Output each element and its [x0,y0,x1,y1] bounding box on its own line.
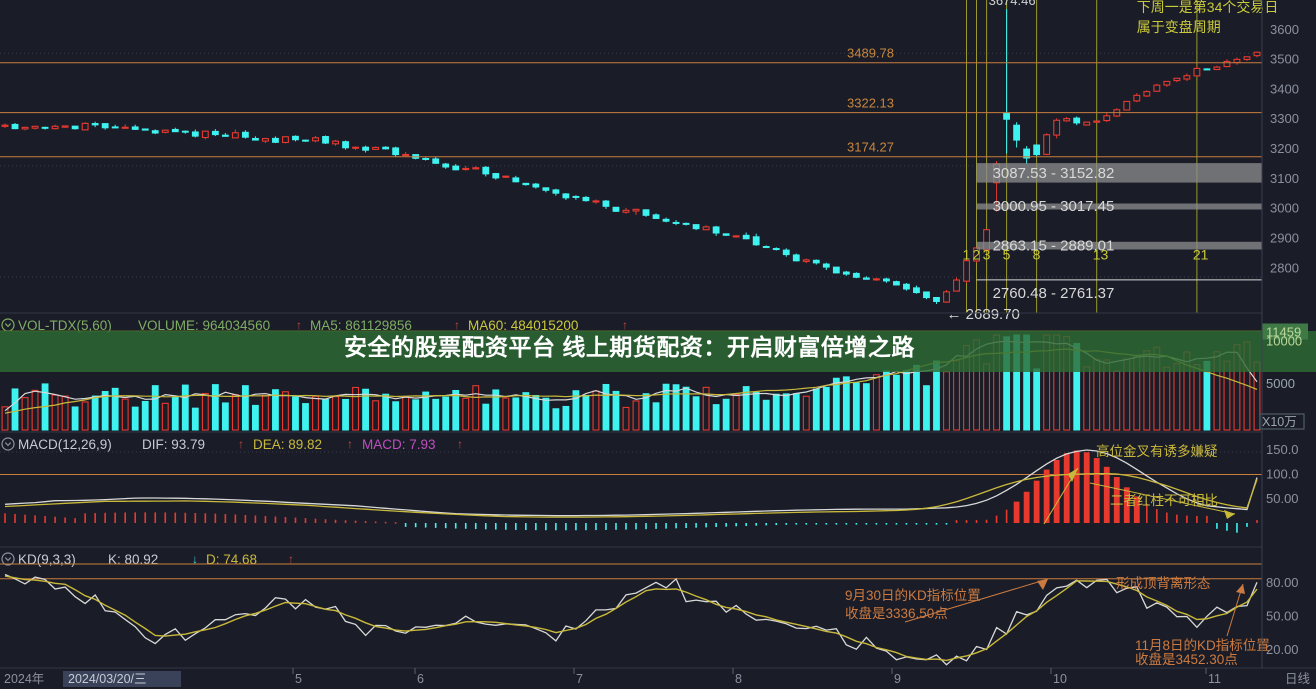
svg-text:6: 6 [417,672,424,686]
svg-text:50.00: 50.00 [1266,609,1299,624]
svg-text:150.0: 150.0 [1266,442,1299,457]
svg-text:3000: 3000 [1270,201,1299,216]
svg-text:KD(9,3,3): KD(9,3,3) [18,552,76,567]
svg-text:DIF: 93.79: DIF: 93.79 [142,437,205,452]
svg-text:收盘是3336.50点: 收盘是3336.50点 [845,605,948,621]
svg-text:8: 8 [735,672,742,686]
svg-text:↑: ↑ [454,318,460,332]
svg-text:下周一是第34个交易日: 下周一是第34个交易日 [1137,0,1279,15]
svg-text:收盘是3452.30点: 收盘是3452.30点 [1135,651,1238,667]
svg-text:形成顶背离形态: 形成顶背离形态 [1116,575,1211,591]
svg-text:↑: ↑ [622,318,628,332]
svg-text:D: 74.68: D: 74.68 [206,552,257,567]
svg-text:2: 2 [973,247,981,263]
svg-text:X10万: X10万 [1262,415,1297,429]
svg-text:MACD: 7.93: MACD: 7.93 [362,437,436,452]
svg-text:K: 80.92: K: 80.92 [108,552,158,567]
svg-text:属于变盘周期: 属于变盘周期 [1137,19,1221,35]
svg-text:二者红柱不可相比: 二者红柱不可相比 [1110,493,1218,508]
svg-text:↑: ↑ [347,437,353,451]
svg-text:80.00: 80.00 [1266,575,1299,590]
svg-text:DEA: 89.82: DEA: 89.82 [253,437,322,452]
svg-text:11: 11 [1208,672,1221,686]
svg-text:9月30日的KD指标位置: 9月30日的KD指标位置 [845,588,981,603]
svg-text:3200: 3200 [1270,141,1299,156]
svg-text:10: 10 [1053,672,1067,686]
svg-text:3400: 3400 [1270,81,1299,96]
svg-text:5000: 5000 [1266,376,1295,391]
svg-text:100.0: 100.0 [1266,467,1299,482]
svg-text:3489.78: 3489.78 [847,46,894,61]
svg-text:3300: 3300 [1270,111,1299,126]
svg-text:9: 9 [894,672,901,686]
svg-text:↑: ↑ [238,437,244,451]
svg-text:10000: 10000 [1266,334,1302,349]
svg-text:高位金叉有诱多嫌疑: 高位金叉有诱多嫌疑 [1096,443,1218,459]
svg-text:2760.48 - 2761.37: 2760.48 - 2761.37 [993,285,1115,302]
svg-text:MACD(12,26,9): MACD(12,26,9) [18,437,112,452]
svg-text:2024/03/20/三: 2024/03/20/三 [68,672,147,686]
svg-text:↑: ↑ [296,318,302,332]
svg-text:2900: 2900 [1270,231,1299,246]
svg-text:3100: 3100 [1270,171,1299,186]
svg-text:20.00: 20.00 [1266,642,1299,657]
svg-text:5: 5 [1003,247,1011,263]
svg-text:3600: 3600 [1270,22,1299,37]
svg-text:2800: 2800 [1270,260,1299,275]
svg-text:3174.27: 3174.27 [847,140,894,155]
svg-text:50.00: 50.00 [1266,491,1299,506]
svg-text:1: 1 [963,247,971,263]
svg-text:日线: 日线 [1285,672,1311,686]
svg-text:← 2689.70: ← 2689.70 [947,306,1020,323]
svg-text:2024年: 2024年 [4,672,44,686]
svg-text:7: 7 [576,672,583,686]
svg-text:8: 8 [1033,247,1041,263]
svg-text:3322.13: 3322.13 [847,96,894,111]
svg-text:↑: ↑ [457,437,463,451]
svg-text:3000.95 - 3017.45: 3000.95 - 3017.45 [993,198,1115,215]
svg-text:3500: 3500 [1270,52,1299,67]
svg-text:3: 3 [983,247,991,263]
svg-text:13: 13 [1093,247,1109,263]
svg-text:21: 21 [1193,247,1209,263]
svg-text:3087.53 - 3152.82: 3087.53 - 3152.82 [993,165,1115,182]
svg-text:5: 5 [295,672,302,686]
svg-text:3674.46: 3674.46 [989,0,1036,8]
svg-text:11月8日的KD指标位置: 11月8日的KD指标位置 [1135,638,1270,653]
svg-text:安全的股票配资平台 线上期货配资：开启财富倍增之路: 安全的股票配资平台 线上期货配资：开启财富倍增之路 [344,334,915,360]
